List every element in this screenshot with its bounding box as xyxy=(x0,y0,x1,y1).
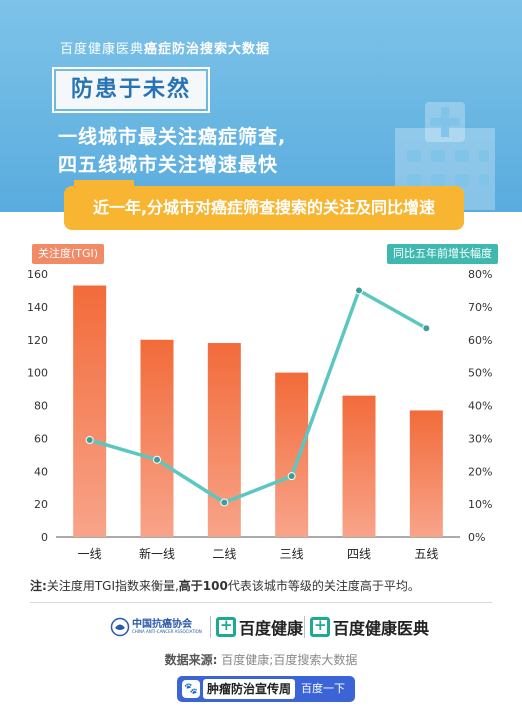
footnote-bold: 高于100 xyxy=(178,579,228,593)
right-tick-label: 70% xyxy=(468,301,492,314)
x-tick-label: 四线 xyxy=(347,547,371,561)
right-axis-label: 同比五年前增长幅度 xyxy=(387,244,498,264)
top-line: 百度健康医典癌症防治搜索大数据 xyxy=(60,38,270,57)
logo-separator-2 xyxy=(304,616,305,638)
headline-line-1: 一线城市最关注癌症筛查, xyxy=(58,126,287,148)
right-tick-label: 50% xyxy=(468,367,492,380)
top-line-bold: 癌症防治搜索大数据 xyxy=(144,42,271,57)
badge-frame xyxy=(52,67,210,113)
anti-cancer-association-logo: 中国抗癌协会 CHINA ANTI-CANCER ASSOCIATION xyxy=(110,614,208,640)
x-tick-label: 新一线 xyxy=(139,546,175,561)
data-source: 数据来源: 百度健康;百度搜索大数据 xyxy=(0,651,522,668)
footnote: 注:关注度用TGI指数来衡量,高于100代表该城市等级的关注度高于平均。 xyxy=(30,577,420,594)
growth-point xyxy=(220,498,229,507)
growth-point xyxy=(355,286,363,295)
x-tick-label: 三线 xyxy=(280,547,304,561)
left-tick-label: 0 xyxy=(41,531,48,544)
x-tick-label: 五线 xyxy=(414,547,438,561)
growth-point xyxy=(422,324,431,333)
baidu-health-logo: 百度健康 xyxy=(216,614,303,640)
baidu-health-yidian-logo: 百度健康医典 xyxy=(310,614,429,640)
logo-separator xyxy=(210,616,211,638)
association-emblem-icon xyxy=(110,617,130,637)
badge-title: 防患于未然 xyxy=(70,77,191,102)
bar xyxy=(409,410,443,537)
right-tick-label: 40% xyxy=(468,400,492,413)
bar xyxy=(275,372,309,537)
footnote-prefix: 注: xyxy=(30,579,47,593)
left-tick-label: 20 xyxy=(34,498,48,511)
bar xyxy=(140,339,174,537)
association-subtitle: CHINA ANTI-CANCER ASSOCIATION xyxy=(132,629,202,634)
footnote-text-1: 关注度用TGI指数来衡量, xyxy=(46,579,179,593)
data-source-label: 数据来源: xyxy=(164,653,218,667)
growth-point xyxy=(287,472,296,481)
growth-point xyxy=(85,436,94,445)
top-line-light: 百度健康医典 xyxy=(60,42,145,57)
x-tick-label: 一线 xyxy=(78,547,102,561)
footnote-text-2: 代表该城市等级的关注度高于平均。 xyxy=(227,579,420,593)
paw-icon: 🐾 xyxy=(182,680,200,698)
headline-line-2: 四五线城市关注增速最快 xyxy=(58,154,279,176)
growth-point xyxy=(153,455,161,464)
data-source-text: 百度健康;百度搜索大数据 xyxy=(221,653,358,667)
right-tick-label: 80% xyxy=(468,268,492,281)
campaign-search-bar[interactable]: 🐾 肿瘤防治宣传周 百度一下 xyxy=(177,676,355,702)
subtitle-banner: 近一年,分城市对癌症筛查搜索的关注及同比增速 xyxy=(64,186,464,230)
campaign-query: 肿瘤防治宣传周 xyxy=(203,679,295,699)
right-tick-label: 30% xyxy=(468,432,492,445)
right-tick-label: 60% xyxy=(468,334,492,347)
baidu-health-yidian-name: 百度健康医典 xyxy=(333,619,430,638)
left-tick-label: 60 xyxy=(34,432,48,445)
baidu-health-icon xyxy=(216,616,236,637)
baidu-search-button[interactable]: 百度一下 xyxy=(301,682,345,695)
left-tick-label: 80 xyxy=(34,400,48,413)
baidu-health-yidian-icon xyxy=(310,616,330,637)
left-tick-label: 40 xyxy=(34,465,48,478)
left-tick-label: 160 xyxy=(27,268,48,281)
divider xyxy=(30,602,492,603)
left-tick-label: 100 xyxy=(27,367,48,380)
growth-line xyxy=(89,288,428,505)
association-name: 中国抗癌协会 xyxy=(132,619,192,630)
baidu-health-name: 百度健康 xyxy=(239,619,304,638)
left-axis-label: 关注度(TGI) xyxy=(32,244,105,264)
badge-fill xyxy=(56,71,206,109)
header-banner: 百度健康医典癌症防治搜索大数据 防患于未然 一线城市最关注癌症筛查, 四五线城市… xyxy=(0,0,522,212)
bar xyxy=(342,395,376,537)
bar xyxy=(73,285,107,537)
x-tick-label: 二线 xyxy=(212,547,236,561)
bar xyxy=(207,343,241,537)
subtitle-notch xyxy=(74,180,134,186)
right-tick-label: 20% xyxy=(468,465,492,478)
right-tick-label: 0% xyxy=(468,531,485,544)
right-tick-label: 10% xyxy=(468,498,492,511)
combo-chart: 0 20 40 60 80 100 120 140 160 0% 10% 20% 30% 40% 50% 60… xyxy=(27,268,492,561)
left-tick-label: 140 xyxy=(27,301,48,314)
left-tick-label: 120 xyxy=(27,334,48,347)
